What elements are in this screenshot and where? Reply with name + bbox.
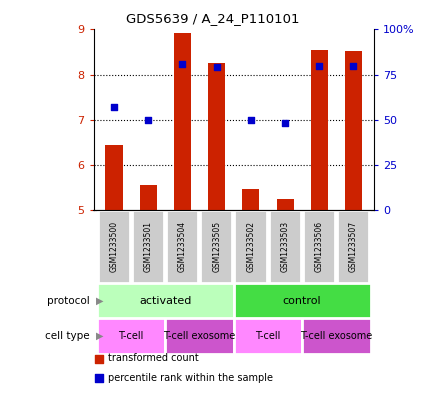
Bar [98, 210, 130, 283]
Text: GSM1233502: GSM1233502 [246, 221, 255, 272]
Bar [208, 63, 225, 210]
Bar [242, 189, 259, 210]
Point [145, 117, 152, 123]
Point [95, 375, 102, 381]
Bar [140, 185, 157, 210]
Bar [200, 210, 232, 283]
Text: T-cell exosome: T-cell exosome [164, 331, 236, 341]
Text: GSM1233500: GSM1233500 [110, 221, 119, 272]
Bar [97, 318, 165, 354]
Text: ▶: ▶ [96, 331, 103, 341]
Bar [302, 318, 371, 354]
Text: GSM1233507: GSM1233507 [349, 221, 358, 272]
Point [282, 120, 289, 127]
Text: GSM1233505: GSM1233505 [212, 221, 221, 272]
Point [213, 64, 220, 71]
Text: transformed count: transformed count [108, 353, 199, 364]
Bar [277, 199, 294, 210]
Text: activated: activated [139, 296, 192, 306]
Point [110, 104, 117, 110]
Point [95, 355, 102, 362]
Bar [345, 51, 362, 210]
Text: ▶: ▶ [96, 296, 103, 306]
Point [247, 117, 254, 123]
Point [350, 62, 357, 69]
Bar [97, 283, 234, 318]
Bar [165, 318, 234, 354]
Bar [269, 210, 301, 283]
Text: GSM1233503: GSM1233503 [280, 221, 289, 272]
Bar [337, 210, 369, 283]
Bar [234, 318, 302, 354]
Point [179, 61, 186, 67]
Text: GSM1233504: GSM1233504 [178, 221, 187, 272]
Bar [166, 210, 198, 283]
Text: protocol: protocol [46, 296, 89, 306]
Text: GSM1233506: GSM1233506 [315, 221, 324, 272]
Bar [132, 210, 164, 283]
Bar [234, 283, 371, 318]
Text: T-cell: T-cell [119, 331, 144, 341]
Text: percentile rank within the sample: percentile rank within the sample [108, 373, 273, 383]
Bar [105, 145, 122, 210]
Text: GSM1233501: GSM1233501 [144, 221, 153, 272]
Point [316, 62, 323, 69]
Bar [235, 210, 266, 283]
Text: GDS5639 / A_24_P110101: GDS5639 / A_24_P110101 [126, 12, 299, 25]
Bar [303, 210, 335, 283]
Bar [311, 50, 328, 210]
Text: T-cell: T-cell [255, 331, 280, 341]
Text: control: control [283, 296, 321, 306]
Bar [174, 33, 191, 210]
Text: cell type: cell type [45, 331, 89, 341]
Text: T-cell exosome: T-cell exosome [300, 331, 372, 341]
